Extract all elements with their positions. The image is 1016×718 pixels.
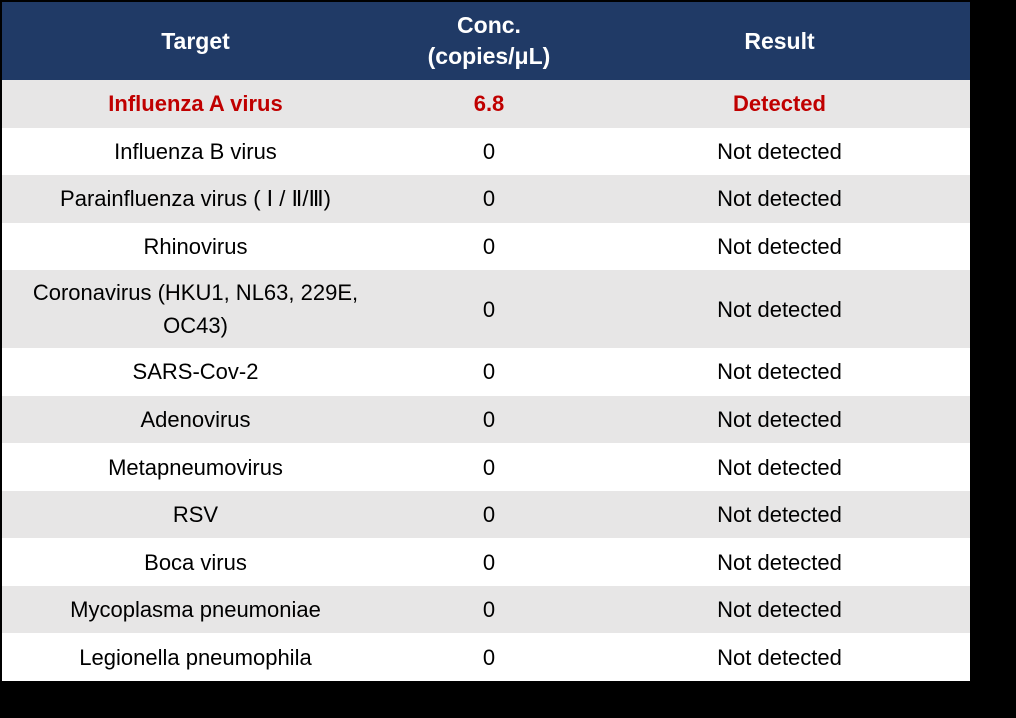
table-row: Mycoplasma pneumoniae 0 Not detected: [2, 585, 970, 634]
table-row: Parainfluenza virus ( Ⅰ / Ⅱ/Ⅲ) 0 Not det…: [2, 175, 970, 223]
conc-cell: 0: [482, 454, 496, 480]
result-cell: Not detected: [717, 233, 842, 259]
result-cell: Not detected: [717, 644, 842, 670]
target-cell: Boca virus: [144, 549, 247, 575]
conc-cell: 0: [482, 233, 496, 259]
header-target: Target: [161, 27, 230, 54]
table-row: Boca virus 0 Not detected: [2, 538, 970, 586]
conc-cell: 6.8: [473, 91, 505, 117]
table-row: Adenovirus 0 Not detected: [2, 395, 970, 444]
result-cell: Detected: [733, 91, 826, 117]
result-cell: Not detected: [717, 359, 842, 385]
conc-cell: 0: [482, 138, 496, 164]
result-cell: Not detected: [717, 549, 842, 575]
result-cell: Not detected: [717, 186, 842, 212]
header-conc-line2: (copies/μL): [427, 43, 551, 69]
target-cell: Metapneumovirus: [108, 454, 283, 480]
target-cell: Influenza A virus: [108, 91, 283, 117]
table-header-row: Target Conc. (copies/μL) Result: [2, 2, 970, 80]
result-cell: Not detected: [717, 138, 842, 164]
conc-cell: 0: [482, 549, 496, 575]
table-row: Legionella pneumophila 0 Not detected: [2, 633, 970, 682]
target-cell: Coronavirus (HKU1, NL63, 229E, OC43): [32, 280, 359, 339]
target-cell: Parainfluenza virus ( Ⅰ / Ⅱ/Ⅲ): [60, 186, 331, 212]
table-row: Influenza B virus 0 Not detected: [2, 127, 970, 176]
target-cell: Influenza B virus: [114, 138, 277, 164]
target-cell: Adenovirus: [140, 407, 251, 432]
conc-cell: 0: [482, 296, 496, 322]
conc-cell: 0: [482, 502, 496, 528]
target-cell: RSV: [172, 502, 219, 528]
table-row: SARS-Cov-2 0 Not detected: [2, 348, 970, 396]
conc-cell: 0: [482, 644, 496, 670]
target-cell: Rhinovirus: [143, 233, 248, 259]
conc-cell: 0: [482, 359, 496, 385]
table-row: RSV 0 Not detected: [2, 490, 970, 539]
header-conc: Conc. (copies/μL): [389, 2, 589, 80]
result-cell: Not detected: [717, 407, 842, 432]
result-cell: Not detected: [717, 597, 842, 623]
table-row: Metapneumovirus 0 Not detected: [2, 443, 970, 491]
result-cell: Not detected: [717, 502, 842, 528]
conc-cell: 0: [482, 186, 496, 212]
result-cell: Not detected: [717, 296, 842, 322]
pathogen-result-table: Target Conc. (copies/μL) Result Influenz…: [2, 2, 970, 682]
table-body: Influenza A virus 6.8 Detected Influenza…: [2, 80, 970, 682]
table-row: Rhinovirus 0 Not detected: [2, 222, 970, 271]
header-conc-line1: Conc.: [457, 12, 521, 38]
conc-cell: 0: [482, 597, 496, 623]
target-cell: Mycoplasma pneumoniae: [70, 597, 321, 623]
table-row: Coronavirus (HKU1, NL63, 229E, OC43) 0 N…: [2, 270, 970, 349]
target-cell: SARS-Cov-2: [132, 359, 259, 385]
table-row: Influenza A virus 6.8 Detected: [2, 80, 970, 128]
target-cell: Legionella pneumophila: [79, 644, 312, 670]
conc-cell: 0: [482, 407, 496, 432]
header-result: Result: [744, 27, 815, 54]
result-cell: Not detected: [717, 454, 842, 480]
